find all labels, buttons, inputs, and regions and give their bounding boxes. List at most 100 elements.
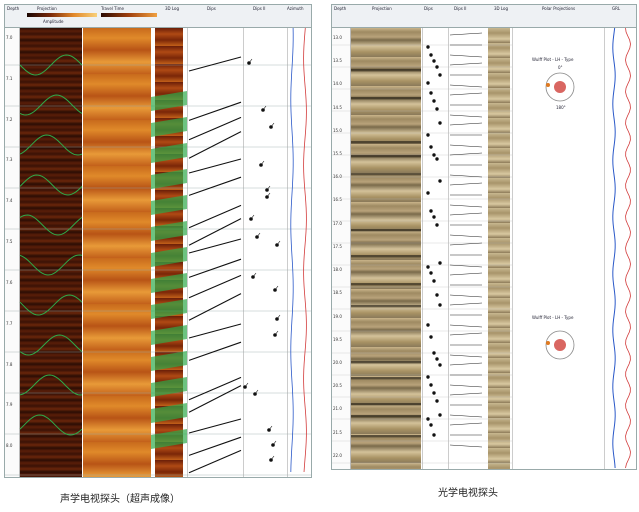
azimuth-trace-blue [290, 27, 294, 473]
optical-dip-line [449, 294, 483, 298]
tadpole-tail [266, 185, 271, 191]
optical-dip-dot [438, 73, 442, 77]
optical-depth-mark: 13.0 [333, 35, 342, 40]
optical-depth-mark: 16.5 [333, 197, 342, 203]
acoustic-depth-mark: 7.5 [6, 239, 13, 245]
stereonet-2-pole [546, 341, 550, 345]
bedding-band [351, 377, 421, 380]
optical-dip-line [449, 174, 483, 178]
optical-dip-line [449, 84, 483, 88]
stereonet-1-pole [546, 83, 550, 87]
grl-track [604, 28, 636, 469]
optical-dip-dot [426, 191, 430, 195]
optical-dip-dot [432, 433, 436, 437]
dip-line [188, 101, 242, 121]
optical-dip-line [449, 144, 483, 148]
optical-depth-track: 13.0 13.5 14.0 14.5 15.0 15.5 16.0 16.5 17.0 17.5… [332, 28, 351, 469]
acoustic-log-panel: Depth Projection Travel Time 3D Log Dips… [4, 4, 312, 478]
stereonet-label-2: Wulff Plot - LH - Type [532, 315, 574, 320]
optical-depth-mark: 15.5 [333, 151, 342, 157]
optical-dip-line [449, 234, 483, 238]
header-polar-projections: Polar Projections [542, 6, 576, 11]
bedding-band [351, 305, 421, 308]
tadpole-tail [272, 440, 277, 446]
optical-dip-dot [432, 215, 436, 219]
fracture-sine-trace [19, 54, 83, 76]
dip-line [188, 449, 242, 474]
acoustic-depth-mark: 7.0 [6, 35, 13, 40]
fracture-plane [151, 351, 187, 371]
fracture-plane [151, 377, 187, 397]
optical-dip-dot [438, 121, 442, 125]
header-3d-log-r: 3D Log [494, 6, 509, 11]
tadpole-tail [266, 192, 271, 198]
optical-dip-dot [426, 133, 430, 137]
dip-line [188, 158, 242, 174]
optical-dip-line [449, 362, 483, 366]
acoustic-depth-mark: 7.9 [6, 402, 13, 408]
optical-dip-dot [429, 423, 433, 427]
dip-line [188, 176, 242, 196]
acoustic-caption: 声学电视探头（超声成像） [60, 494, 180, 505]
bedding-band [351, 97, 421, 100]
header-dips-ii: Dips II [253, 6, 266, 11]
acoustic-depth-mark: 7.6 [6, 279, 13, 285]
fracture-sine-trace [19, 214, 83, 236]
optical-dip-line [449, 302, 483, 306]
optical-depth-mark: 17.5 [333, 243, 342, 249]
stereonet-1-pole-density [554, 81, 566, 93]
optical-dip-dot [438, 179, 442, 183]
optical-log-panel: Depth Projection Dips Dips II 3D Log Pol… [331, 4, 637, 470]
tadpole-tail [270, 122, 275, 128]
optical-dip-dot [429, 383, 433, 387]
optical-depth-mark: 13.5 [333, 58, 342, 64]
bedding-band [351, 283, 421, 286]
optical-dip-dot [435, 223, 439, 227]
fracture-plane [151, 299, 187, 319]
optical-depth-mark: 20.0 [333, 359, 342, 365]
dip-line [188, 218, 242, 246]
optical-dip-dot [435, 65, 439, 69]
stereonet-label-1: Wulff Plot - LH - Type [532, 57, 574, 62]
optical-depth-mark: 14.0 [333, 81, 342, 87]
header-dips: Dips [207, 6, 216, 11]
header-azimuth: Azimuth [287, 6, 304, 11]
dip-sine-track [187, 28, 244, 477]
optical-dip-dot [429, 53, 433, 57]
fracture-plane [151, 143, 187, 163]
fracture-sine-trace [19, 414, 83, 436]
travel-time-scale-bar [101, 13, 157, 17]
optical-dip-dot [426, 323, 430, 327]
optical-dip-line [449, 212, 483, 216]
dip-line [188, 204, 242, 229]
dip-line [188, 341, 242, 361]
tadpole-tail [262, 105, 267, 111]
optical-dip-line [449, 122, 483, 126]
optical-dip-dot [429, 271, 433, 275]
optical-depth-mark: 14.5 [333, 104, 342, 110]
dip-line [188, 274, 242, 299]
optical-dip-dot [426, 265, 430, 269]
dip-line [188, 418, 242, 434]
optical-dip-dot [438, 303, 442, 307]
optical-dip-line [449, 272, 483, 276]
optical-depth-mark: 19.5 [333, 336, 342, 342]
bedding-band [351, 415, 421, 418]
bedding-band [351, 173, 421, 176]
header-projection: Projection [37, 6, 57, 11]
stereonet-2-pole-density [554, 339, 566, 351]
fracture-plane [151, 169, 187, 189]
azimuth-trace-red [303, 27, 307, 473]
dip-line [188, 131, 242, 159]
fracture-sine-trace [19, 174, 83, 196]
tadpole-tail [254, 389, 259, 395]
optical-dip-dot [426, 45, 430, 49]
optical-dip-dot [432, 391, 436, 395]
optical-dip-dot [429, 335, 433, 339]
optical-dip-line [449, 152, 483, 156]
optical-dip-line [449, 444, 483, 448]
optical-depth-mark: 16.0 [333, 174, 342, 180]
optical-depth-mark: 17.0 [333, 220, 342, 226]
optical-dip-line [449, 242, 483, 246]
optical-dip-line [449, 182, 483, 186]
